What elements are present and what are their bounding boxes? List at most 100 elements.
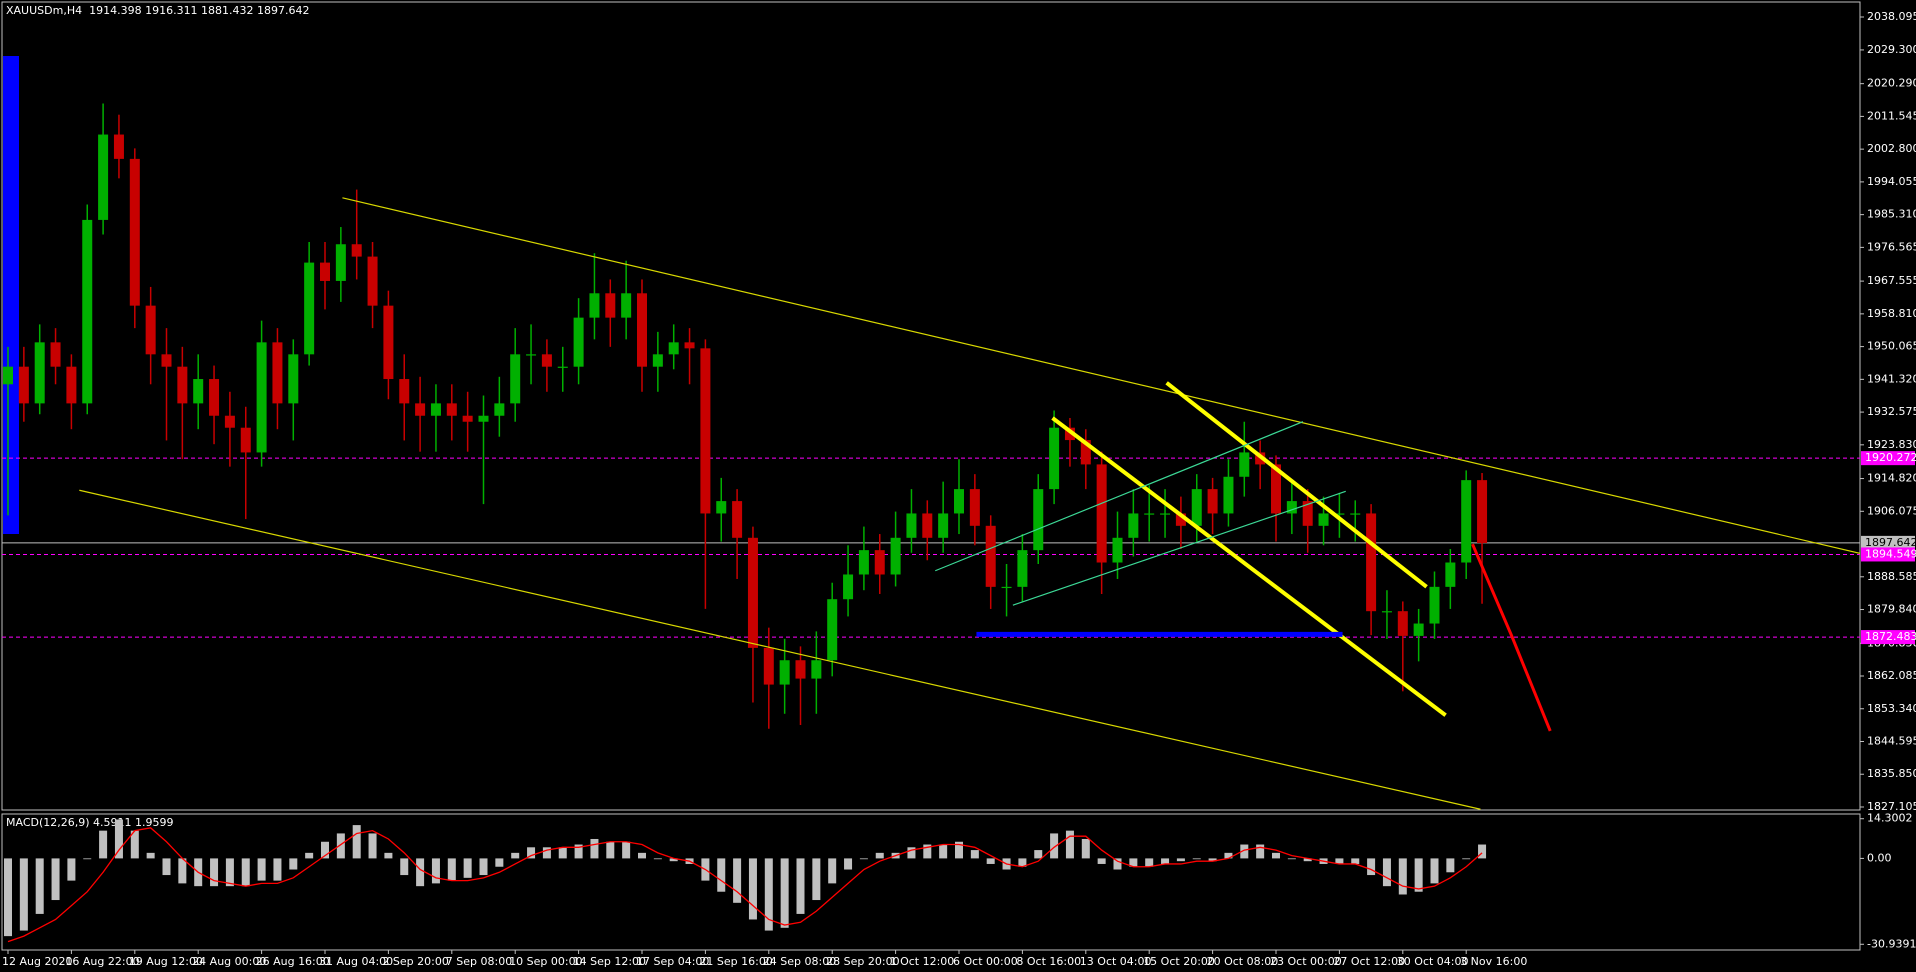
candle-body (351, 244, 362, 257)
candle-body (1413, 623, 1424, 636)
trendline (79, 489, 1481, 810)
candle-body (256, 342, 267, 453)
x-tick-label: 31 Aug 04:00 (319, 955, 393, 968)
macd-bar (1414, 858, 1423, 892)
macd-bar (764, 858, 773, 931)
x-tick-label: 1 Oct 12:00 (890, 955, 955, 968)
macd-bar (1050, 833, 1059, 859)
macd-bar (574, 844, 583, 859)
macd-bar (1382, 858, 1391, 887)
y-tick-label: 1950.065 (1867, 340, 1916, 353)
chart-header: XAUUSDm,H4 1914.398 1916.311 1881.432 18… (6, 4, 310, 17)
y-tick-label: 1923.830 (1867, 438, 1916, 451)
candle-body (304, 262, 315, 355)
x-tick-label: 8 Oct 16:00 (1016, 955, 1081, 968)
price-frame (1, 1, 1861, 811)
candle-body (240, 427, 251, 453)
candle-body (890, 537, 901, 575)
price-plot (2, 103, 1860, 810)
y-tick-label: 1888.585 (1867, 570, 1916, 583)
y-tick-label: 1958.810 (1867, 307, 1916, 320)
macd-plot (4, 819, 1487, 943)
macd-bar (1097, 858, 1106, 864)
macd-bar (590, 838, 599, 859)
candle-body (526, 354, 537, 356)
candle-body (430, 403, 441, 416)
y-tick-label: 2038.095 (1867, 10, 1916, 23)
candle-body (874, 550, 885, 575)
x-tick-label: 12 Aug 2020 (2, 955, 72, 968)
candle-body (747, 537, 758, 648)
indicator-block (3, 56, 19, 534)
macd-bar (1367, 858, 1376, 876)
price-level-box (1861, 535, 1915, 550)
macd-bar (51, 858, 60, 901)
candle-body (1080, 440, 1091, 465)
x-tick-label: 7 Sep 08:00 (446, 955, 512, 968)
y-tick-label: 1976.565 (1867, 240, 1916, 253)
candle-body (66, 366, 77, 404)
candle-body (50, 342, 61, 367)
candle-body (732, 501, 743, 538)
macd-bar (986, 858, 995, 864)
macd-bar (717, 858, 726, 892)
candle-body (1239, 452, 1250, 477)
macd-bar (1081, 838, 1090, 859)
candle-body (969, 489, 980, 526)
x-tick-label: 17 Sep 04:00 (636, 955, 709, 968)
y-tick-label: 1914.820 (1867, 472, 1916, 485)
candle-body (494, 403, 505, 416)
y-tick-label: 2011.545 (1867, 109, 1916, 122)
macd-bar (1256, 844, 1265, 859)
price-level-label: 1920.272 (1865, 451, 1916, 464)
candle-body (1017, 550, 1028, 587)
trendline (1165, 381, 1428, 589)
macd-bar (923, 844, 932, 859)
candle-body (1128, 513, 1139, 538)
y-tick-label: 2029.300 (1867, 43, 1916, 56)
macd-bar (1303, 858, 1312, 862)
macd-bar (368, 833, 377, 859)
y-tick-label: 1835.850 (1867, 767, 1916, 780)
trendline (1471, 543, 1552, 732)
y-tick-label: 1985.310 (1867, 208, 1916, 221)
candle-body (573, 317, 584, 367)
x-tick-label: 24 Sep 08:00 (763, 955, 836, 968)
price-level-box (1861, 451, 1915, 466)
candle-body (811, 660, 822, 679)
macd-bar (225, 858, 234, 887)
price-level-box (1861, 547, 1915, 562)
candle-body (858, 550, 869, 575)
candle-body (1334, 513, 1345, 515)
candle-body (34, 342, 45, 404)
x-tick-label: 26 Aug 16:00 (256, 955, 330, 968)
macd-bar (241, 858, 250, 887)
trendline (342, 197, 1860, 555)
macd-bar (289, 858, 298, 870)
candle-body (827, 599, 838, 661)
candle-body (1207, 489, 1218, 514)
macd-bar (669, 858, 678, 862)
candle-body (1429, 586, 1440, 624)
macd-bar (1446, 858, 1455, 873)
candle-body (288, 354, 299, 404)
macd-bar (748, 858, 757, 920)
candle-body (684, 342, 695, 349)
x-tick-label: 2 Sep 20:00 (382, 955, 448, 968)
macd-bar (1272, 852, 1280, 859)
macd-bar (970, 850, 979, 859)
candle-body (82, 219, 93, 404)
candle-body (795, 660, 806, 679)
candle-body (985, 525, 996, 587)
macd-bar (780, 858, 789, 928)
candle-body (716, 501, 727, 514)
candle-body (1445, 562, 1456, 587)
candle-body (621, 293, 632, 318)
macd-bar (1478, 844, 1487, 859)
y-tick-label: 1941.320 (1867, 372, 1916, 385)
y-tick-label: 1844.595 (1867, 734, 1916, 747)
macd-bar (511, 852, 520, 859)
candle-body (605, 293, 616, 318)
